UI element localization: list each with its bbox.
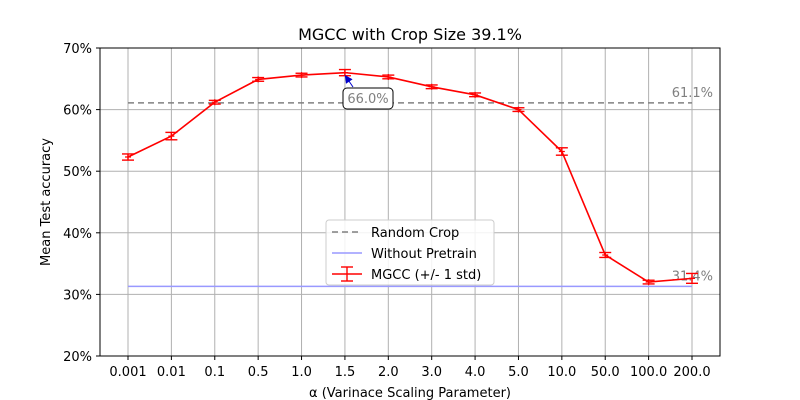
data-point <box>125 154 131 161</box>
x-tick-label: 0.01 <box>157 365 186 380</box>
x-tick-label: 50.0 <box>591 365 620 380</box>
data-point <box>298 72 305 79</box>
grid <box>100 47 720 357</box>
y-tick-label: 40% <box>63 227 92 242</box>
data-point <box>168 133 175 140</box>
data-point <box>428 83 435 90</box>
y-tick-label: 70% <box>63 42 92 57</box>
chart-title: MGCC with Crop Size 39.1% <box>298 25 522 44</box>
x-tick-label: 1.0 <box>291 365 312 380</box>
data-point <box>558 148 565 155</box>
data-point <box>211 99 218 106</box>
data-point <box>472 91 479 98</box>
data-point <box>689 275 695 282</box>
axes: 0.001 0.01 0.1 0.5 1.0 1.5 2.0 3.0 4.0 5.0 10.0 50.… <box>63 42 711 380</box>
series-line <box>127 71 693 283</box>
data-point <box>255 76 262 83</box>
legend-label: MGCC (+/- 1 std) <box>371 268 481 283</box>
legend-label: Random Crop <box>371 226 459 241</box>
data-point <box>645 279 652 286</box>
series-layer <box>122 68 698 286</box>
x-tick-label: 200.0 <box>673 365 710 380</box>
x-tick-label: 5.0 <box>508 365 529 380</box>
annotation-arrow <box>344 74 354 88</box>
y-axis-label: Mean Test accuracy <box>39 138 54 266</box>
x-tick-label: 0.1 <box>204 365 225 380</box>
x-tick-label: 3.0 <box>421 365 442 380</box>
y-tick-label: 50% <box>63 165 92 180</box>
annotation-box <box>342 87 394 110</box>
x-axis-label: α (Varinace Scaling Parameter) <box>309 386 511 400</box>
x-tick-label: 2.0 <box>378 365 399 380</box>
x-tick-label: 10.0 <box>547 365 576 380</box>
annotation-label: 66.0% <box>347 92 388 107</box>
y-tick-label: 20% <box>63 350 92 365</box>
plot-area-frame <box>99 47 721 357</box>
data-point <box>602 251 609 258</box>
x-tick-label: 1.5 <box>335 365 356 380</box>
legend-label: Without Pretrain <box>371 247 477 262</box>
data-point <box>515 106 522 113</box>
x-tick-label: 4.0 <box>465 365 486 380</box>
legend-box <box>325 219 495 286</box>
x-tick-label: 0.5 <box>248 365 269 380</box>
data-point <box>341 69 348 76</box>
annotation-layer: 66.0% <box>342 74 394 110</box>
reference-line-label: 61.1% <box>672 86 713 101</box>
y-tick-label: 60% <box>63 104 92 119</box>
data-point <box>385 73 392 80</box>
x-tick-label: 0.001 <box>109 365 146 380</box>
legend: Random Crop Without Pretrain MGCC (+/- 1 s… <box>325 219 495 286</box>
x-tick-label: 100.0 <box>630 365 667 380</box>
y-tick-label: 30% <box>63 288 92 303</box>
